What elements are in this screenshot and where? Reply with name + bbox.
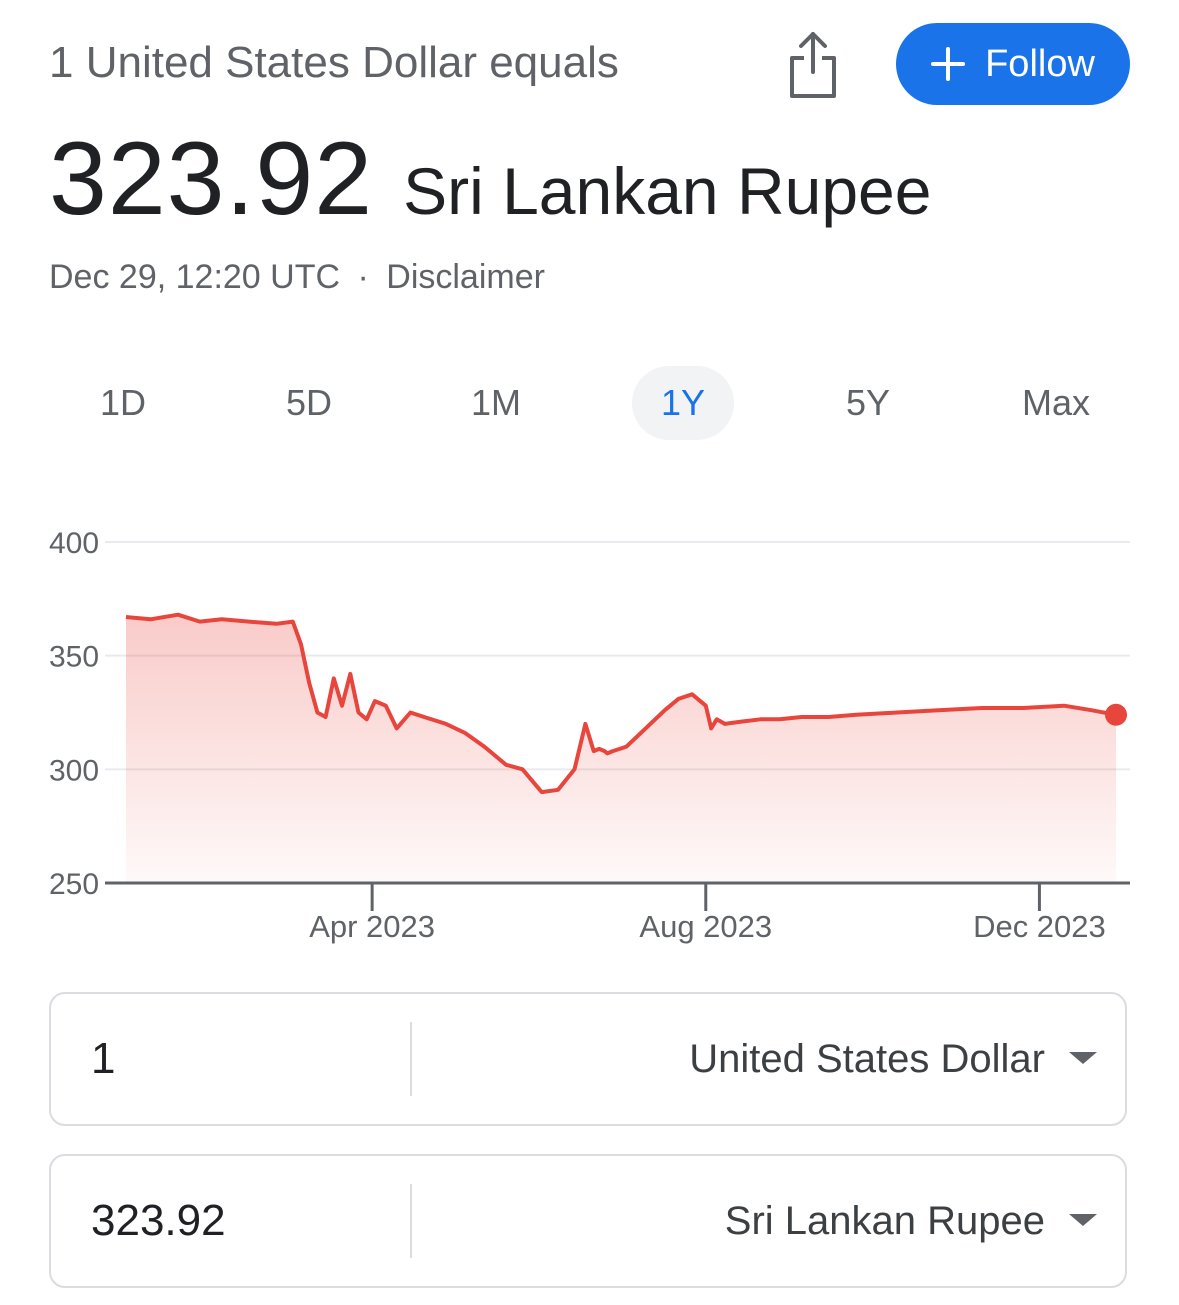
tab-1d[interactable]: 1D [99, 382, 147, 423]
follow-label: Follow [985, 42, 1095, 85]
converter-divider [410, 1184, 412, 1258]
y-tick-label: 300 [49, 754, 99, 787]
converter-divider [410, 1022, 412, 1096]
x-tick-label: Aug 2023 [639, 909, 772, 944]
share-button[interactable] [782, 28, 844, 102]
tab-5y[interactable]: 5Y [845, 382, 891, 423]
x-tick-label: Apr 2023 [309, 909, 435, 944]
rate-value: 323.92 [49, 121, 374, 237]
y-tick-label: 400 [49, 527, 99, 560]
tab-max[interactable]: Max [1021, 382, 1090, 423]
from-currency-select[interactable]: United States Dollar [689, 1037, 1045, 1081]
series-line [125, 612, 1117, 795]
converter-from: 1 United States Dollar [49, 992, 1127, 1126]
share-icon [790, 32, 836, 98]
from-amount-input[interactable]: 1 [91, 1034, 116, 1083]
range-tabs: 1D 5D 1M 1Y 5Y Max [0, 366, 1179, 440]
disclaimer-link[interactable]: Disclaimer [386, 258, 545, 296]
y-tick-label: 350 [49, 641, 99, 674]
current-value-dot [1105, 703, 1127, 726]
converter-to: 323.92 Sri Lankan Rupee [49, 1154, 1127, 1288]
tab-5d[interactable]: 5D [285, 382, 333, 423]
exchange-rate: 323.92 Sri Lankan Rupee [49, 120, 931, 239]
to-currency-select[interactable]: Sri Lankan Rupee [724, 1199, 1045, 1243]
x-tick-label: Dec 2023 [973, 909, 1106, 944]
rate-meta: Dec 29, 12:20 UTC · Disclaimer [49, 258, 545, 297]
follow-button[interactable]: Follow [896, 23, 1130, 105]
y-tick-label: 250 [49, 868, 99, 901]
to-amount-input[interactable]: 323.92 [91, 1196, 226, 1245]
chevron-down-icon[interactable] [1069, 1052, 1097, 1064]
timestamp: Dec 29, 12:20 UTC [49, 258, 341, 296]
tab-1m[interactable]: 1M [470, 382, 521, 423]
chevron-down-icon[interactable] [1069, 1214, 1097, 1226]
plus-icon [931, 47, 966, 81]
tab-1y[interactable]: 1Y [632, 366, 734, 440]
rate-unit: Sri Lankan Rupee [403, 154, 932, 228]
subtitle: 1 United States Dollar equals [49, 38, 619, 87]
exchange-rate-chart: 400 350 300 250 Apr 2023 Aug 2023 Dec 2023 [49, 527, 1130, 944]
meta-separator: · [357, 258, 369, 296]
